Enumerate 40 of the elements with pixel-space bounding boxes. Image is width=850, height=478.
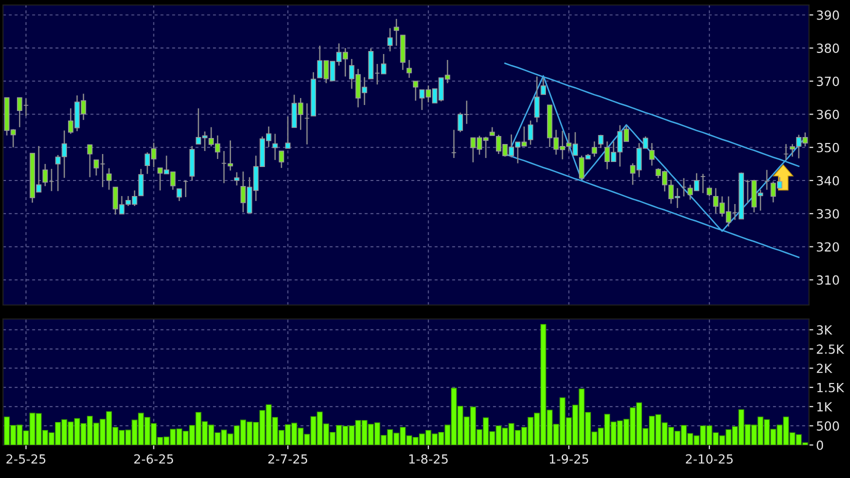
candlestick: [106, 168, 112, 190]
candlestick: [412, 80, 418, 102]
candlestick: [272, 133, 278, 161]
x-tick-label: 1-8-25: [409, 454, 448, 464]
y-tick-label: 380: [816, 44, 839, 53]
candlestick: [176, 188, 182, 202]
candlestick: [598, 134, 604, 149]
y-tick-label: 2K: [816, 364, 832, 373]
y-tick-label: 350: [816, 142, 839, 152]
candlestick: [285, 116, 290, 149]
y-tick-label: 3K: [816, 325, 832, 335]
candlestick: [592, 140, 598, 158]
candlestick: [406, 59, 412, 78]
x-tick-label: 2-5-25: [6, 454, 46, 464]
candlestick: [528, 120, 534, 146]
y-tick-label: 330: [816, 209, 839, 219]
x-tick-label: 1-9-25: [550, 454, 588, 464]
x-tick-label: 2-6-25: [134, 454, 174, 464]
y-tick-label: 360: [816, 110, 839, 120]
y-tick-label: 1.5K: [817, 383, 844, 392]
y-tick-label: 0: [816, 440, 824, 450]
y-tick-label: 370: [816, 76, 839, 86]
y-tick-label: 390: [816, 10, 839, 20]
y-tick-label: 310: [816, 275, 839, 285]
candlestick: [387, 28, 393, 52]
y-tick-label: 500: [816, 421, 839, 431]
candlestick: [540, 77, 546, 96]
x-tick-label: 2-7-25: [268, 454, 308, 464]
candlestick: [649, 142, 655, 166]
candlestick: [234, 172, 240, 186]
candlestick: [278, 150, 284, 169]
y-tick-label: 2.5K: [816, 344, 844, 354]
y-tick-label: 1K: [817, 402, 832, 412]
x-tick-label: 2-10-25: [686, 454, 733, 464]
candlestick: [138, 168, 144, 196]
candlestick: [534, 76, 540, 123]
y-tick-label: 340: [816, 176, 839, 186]
candlestick: [87, 144, 93, 178]
y-tick-label: 320: [816, 242, 839, 252]
candlestick: [394, 18, 400, 46]
